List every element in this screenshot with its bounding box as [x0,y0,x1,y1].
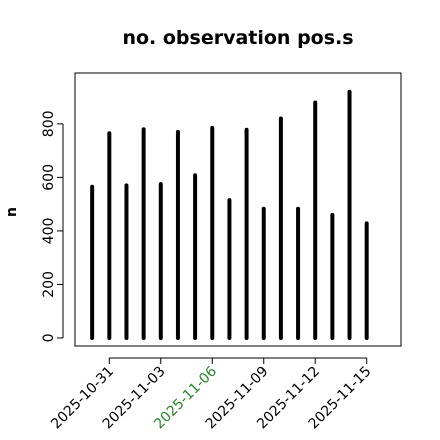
bars [90,89,369,340]
y-tick-label: 800 [41,110,57,137]
y-tick-label: 0 [41,334,57,343]
y-tick-label: 200 [41,271,57,298]
y-axis-label: n [4,207,20,217]
y-tick-label: 600 [41,164,57,191]
chart-title: no. observation pos.s [122,27,353,49]
y-axis: 0 200 400 600 800 [41,110,64,343]
plot-frame [74,72,402,347]
y-tick-label: 400 [41,218,57,245]
x-axis: 2025-10-312025-11-032025-11-062025-11-09… [48,357,375,432]
